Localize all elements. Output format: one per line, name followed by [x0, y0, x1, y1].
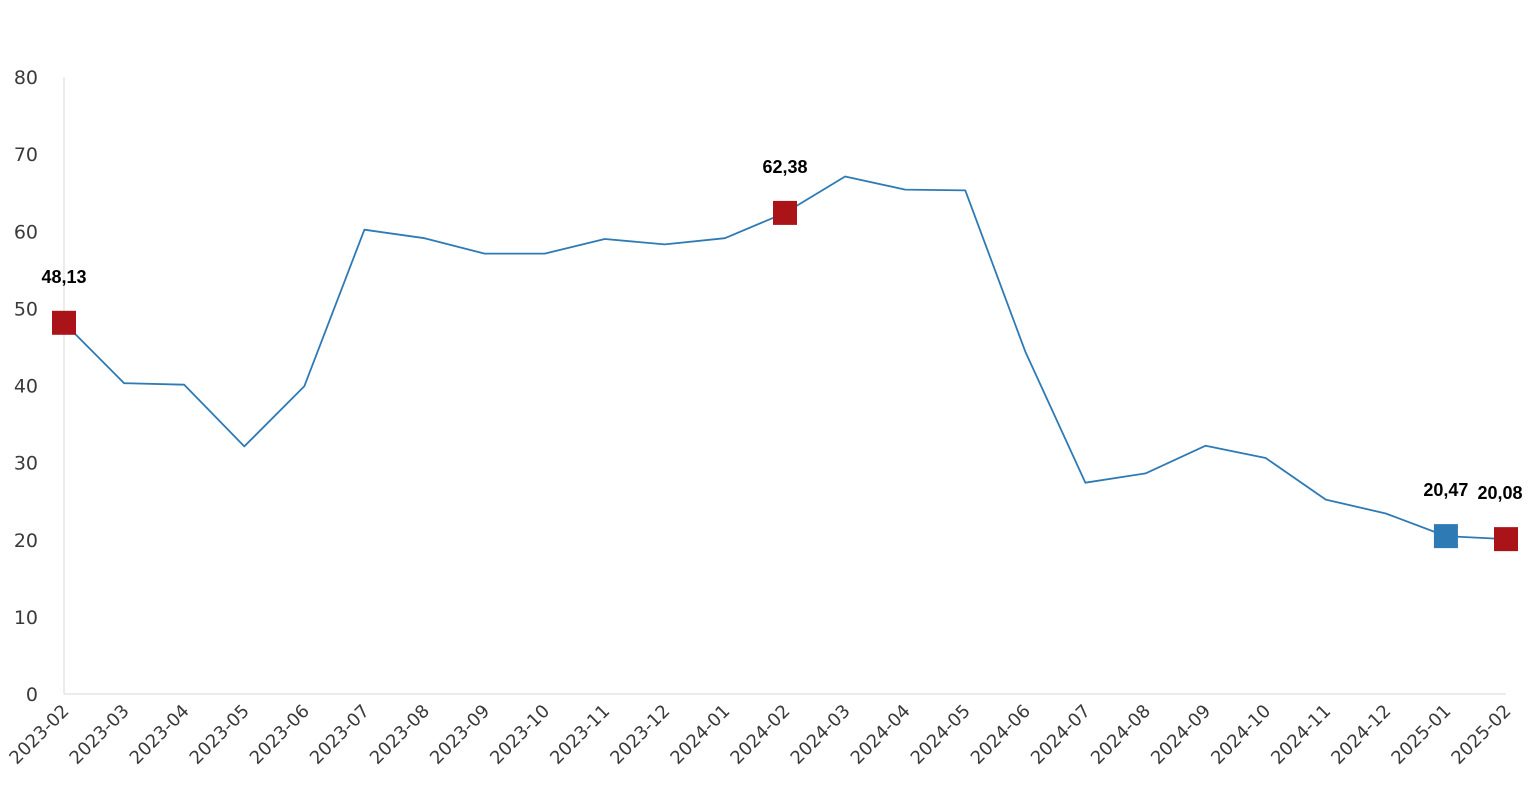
data-label: 48,13 [41, 267, 86, 287]
x-tick-label: 2023-09 [426, 701, 494, 769]
highlight-marker [52, 310, 76, 335]
highlight-marker [1494, 527, 1518, 552]
x-tick-label: 2024-09 [1147, 701, 1215, 769]
highlight-marker [1433, 524, 1458, 549]
x-tick-label: 2024-12 [1327, 701, 1395, 769]
x-tick-label: 2024-11 [1267, 701, 1335, 769]
y-tick-label: 20 [14, 530, 38, 552]
x-tick-label: 2024-10 [1207, 701, 1275, 769]
y-tick-label: 60 [14, 221, 38, 243]
x-tick-label: 2023-03 [66, 701, 134, 769]
data-label: 62,38 [762, 157, 807, 177]
x-tick-label: 2024-01 [666, 701, 734, 769]
x-tick-label: 2023-04 [126, 701, 194, 769]
x-tick-label: 2023-07 [306, 701, 374, 769]
y-tick-label: 40 [14, 376, 38, 398]
x-tick-label: 2023-11 [546, 701, 614, 769]
x-tick-label: 2023-02 [5, 701, 73, 769]
x-tick-label: 2024-08 [1087, 701, 1155, 769]
y-tick-label: 10 [14, 607, 38, 629]
x-axis: 2023-022023-032023-042023-052023-062023-… [5, 693, 1516, 769]
x-tick-label: 2025-01 [1387, 701, 1455, 769]
x-tick-label: 2023-06 [246, 701, 314, 769]
y-tick-label: 0 [26, 684, 38, 706]
data-labels: 48,13 62,38 20,47 20,08 [41, 157, 1522, 503]
x-tick-label: 2025-02 [1447, 701, 1515, 769]
series-layer [63, 175, 1507, 540]
y-tick-label: 70 [14, 144, 38, 166]
x-tick-label: 2024-03 [787, 701, 855, 769]
series-line [63, 175, 1507, 540]
x-tick-label: 2024-06 [967, 701, 1035, 769]
highlight-marker [773, 200, 797, 225]
data-label: 20,47 [1423, 480, 1468, 500]
x-tick-label: 2023-08 [366, 701, 434, 769]
y-tick-label: 50 [14, 298, 38, 320]
x-tick-label: 2024-05 [907, 701, 975, 769]
data-label: 20,08 [1477, 483, 1522, 503]
y-tick-label: 80 [14, 67, 38, 89]
highlight-markers [52, 200, 1518, 552]
y-axis: 0 10 20 30 40 50 60 70 80 [14, 67, 65, 706]
y-tick-label: 30 [14, 453, 38, 475]
x-tick-label: 2023-10 [486, 701, 554, 769]
x-tick-label: 2024-07 [1027, 701, 1095, 769]
x-tick-label: 2024-04 [847, 701, 915, 769]
x-tick-label: 2024-02 [726, 701, 794, 769]
x-tick-label: 2023-12 [606, 701, 674, 769]
x-tick-label: 2023-05 [186, 701, 254, 769]
